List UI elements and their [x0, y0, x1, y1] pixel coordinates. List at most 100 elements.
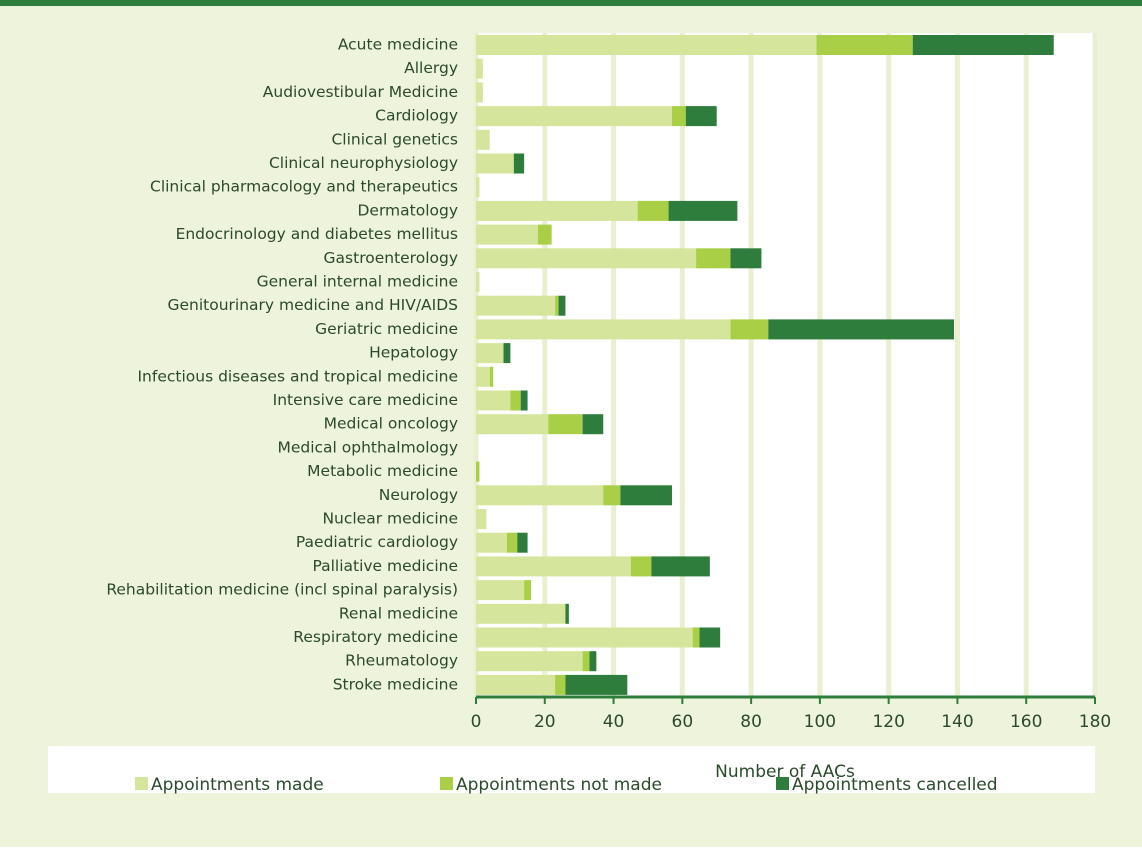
- category-label: Nuclear medicine: [322, 510, 458, 528]
- x-tick-label: 80: [740, 712, 762, 732]
- category-label: Rehabilitation medicine (incl spinal par…: [106, 581, 458, 599]
- category-label: Clinical pharmacology and therapeutics: [150, 178, 458, 196]
- bar-segment: [503, 343, 511, 364]
- x-tick-label: 140: [941, 712, 973, 732]
- category-label: Geriatric medicine: [315, 320, 458, 338]
- bar-segment: [489, 366, 494, 387]
- legend-swatch: [440, 777, 453, 790]
- bar-segment: [476, 177, 480, 198]
- category-label: Genitourinary medicine and HIV/AIDS: [167, 296, 458, 314]
- bar-segment: [513, 153, 525, 174]
- category-label: Infectious diseases and tropical medicin…: [137, 367, 458, 385]
- category-label: Stroke medicine: [333, 675, 458, 693]
- bar-segment: [476, 532, 507, 553]
- x-tick-label: 40: [603, 712, 625, 732]
- bar-segment: [510, 390, 521, 411]
- legend-label: Appointments cancelled: [792, 775, 998, 795]
- bar-segment: [476, 390, 511, 411]
- category-label: Clinical genetics: [331, 130, 458, 148]
- bar-segment: [476, 82, 483, 103]
- legend-label: Appointments not made: [456, 775, 662, 795]
- legend-box: [48, 746, 1095, 793]
- bar-segment: [476, 343, 504, 364]
- bar-segment: [565, 603, 569, 624]
- bar-segment: [476, 129, 490, 150]
- category-label: Palliative medicine: [312, 557, 458, 575]
- category-label: Metabolic medicine: [307, 462, 458, 480]
- bar-segment: [816, 35, 913, 55]
- bar-segment: [537, 224, 552, 245]
- bar-segment: [476, 627, 693, 648]
- top-band: [0, 0, 1142, 6]
- x-tick-label: 160: [1010, 712, 1042, 732]
- bar-segment: [476, 295, 556, 316]
- bar-segment: [558, 295, 566, 316]
- bar-segment: [603, 485, 621, 506]
- bar-segment: [630, 556, 652, 577]
- bar-segment: [768, 319, 955, 340]
- bar-segment: [524, 580, 532, 601]
- bar-segment: [672, 106, 686, 127]
- bar-segment: [476, 106, 673, 127]
- bar-segment: [565, 674, 628, 695]
- bar-segment: [476, 200, 638, 221]
- bar-segment: [589, 651, 597, 672]
- bar-segment: [476, 153, 514, 174]
- bar-segment: [476, 674, 556, 695]
- bar-segment: [476, 461, 480, 482]
- bar-segment: [476, 485, 604, 506]
- bar-segment: [651, 556, 710, 577]
- category-label: Dermatology: [357, 201, 458, 219]
- x-axis-label: Number of AACs: [715, 762, 855, 782]
- bar-segment: [685, 106, 717, 127]
- bar-segment: [620, 485, 673, 506]
- bar-segment: [506, 532, 518, 553]
- bar-segment: [548, 414, 583, 435]
- bar-segment: [476, 556, 631, 577]
- bar-segment: [730, 248, 762, 269]
- bar-segment: [476, 414, 549, 435]
- category-label: Medical oncology: [324, 415, 458, 433]
- bar-segment: [692, 627, 700, 648]
- x-tick-label: 180: [1079, 712, 1111, 732]
- category-label: Clinical neurophysiology: [269, 154, 458, 172]
- x-tick-label: 20: [534, 712, 556, 732]
- bar-segment: [476, 35, 817, 55]
- bar-segment: [476, 580, 525, 601]
- category-label: Rheumatology: [345, 652, 458, 670]
- bar-segment: [699, 627, 721, 648]
- category-label: Gastroenterology: [324, 249, 458, 267]
- bar-segment: [582, 651, 590, 672]
- category-label: Acute medicine: [338, 36, 458, 54]
- bar-segment: [476, 366, 490, 387]
- bar-segment: [520, 390, 528, 411]
- category-label: Neurology: [379, 486, 458, 504]
- bar-segment: [476, 651, 583, 672]
- bar-segment: [668, 200, 738, 221]
- category-label: Renal medicine: [339, 604, 458, 622]
- bar-segment: [476, 603, 566, 624]
- bar-segment: [637, 200, 669, 221]
- legend-swatch: [135, 777, 148, 790]
- category-label: Allergy: [404, 59, 458, 77]
- x-tick-label: 120: [872, 712, 904, 732]
- bar-segment: [517, 532, 528, 553]
- category-label: General internal medicine: [257, 273, 458, 291]
- x-tick-label: 0: [471, 712, 482, 732]
- legend-swatch: [776, 777, 789, 790]
- legend-label: Appointments made: [151, 775, 324, 795]
- bar-segment: [582, 414, 604, 435]
- bar-segment: [555, 674, 566, 695]
- category-label: Endocrinology and diabetes mellitus: [176, 225, 458, 243]
- x-tick-label: 60: [672, 712, 694, 732]
- category-label: Paediatric cardiology: [296, 533, 458, 551]
- bar-segment: [912, 35, 1054, 55]
- category-label: Respiratory medicine: [293, 628, 458, 646]
- bar-segment: [476, 248, 697, 269]
- bar-segment: [476, 272, 480, 292]
- bar-segment: [696, 248, 731, 269]
- bar-segment: [555, 295, 559, 316]
- bar-segment: [476, 319, 731, 340]
- category-label: Audiovestibular Medicine: [263, 83, 458, 101]
